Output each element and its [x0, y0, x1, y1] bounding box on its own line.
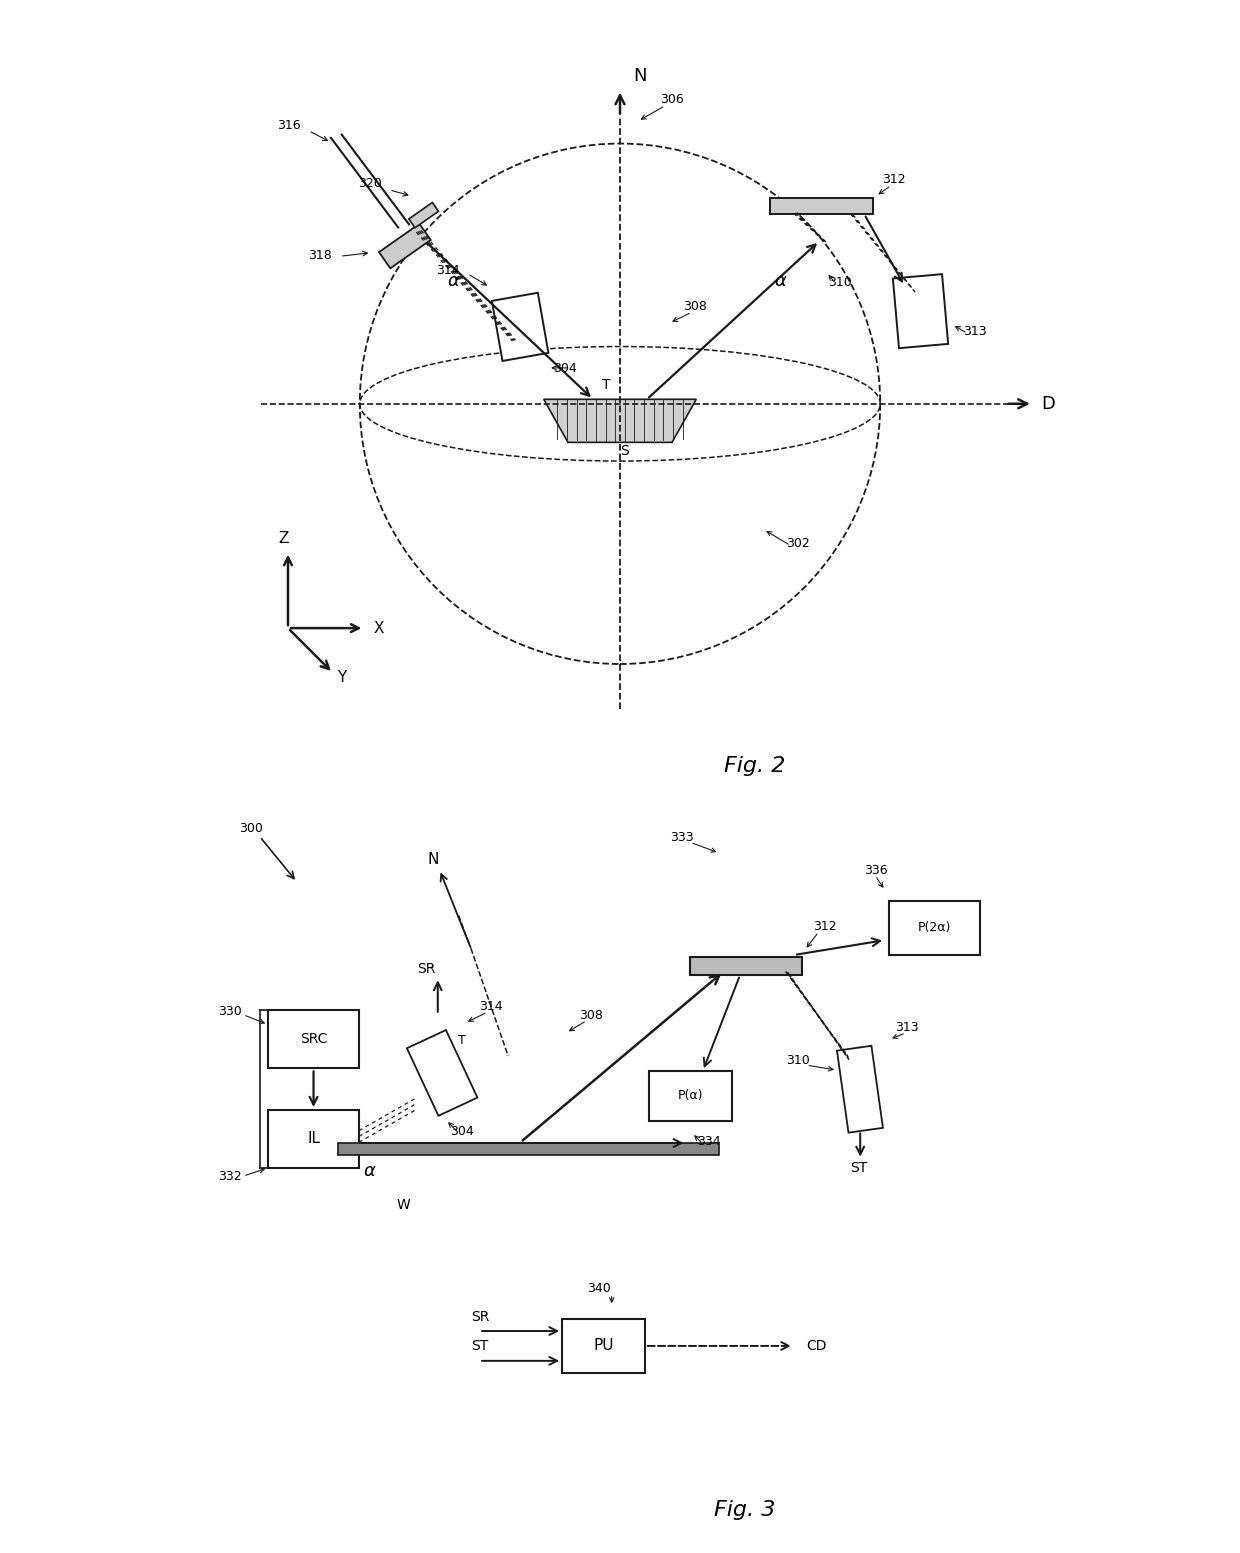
Text: 306: 306: [661, 93, 684, 106]
Text: Fig. 3: Fig. 3: [713, 1500, 775, 1520]
Text: W: W: [397, 1199, 410, 1213]
Bar: [837, 1045, 883, 1132]
Text: 304: 304: [450, 1124, 474, 1138]
Text: 336: 336: [864, 863, 888, 877]
Bar: [649, 1072, 732, 1121]
Text: 316: 316: [277, 120, 301, 132]
Polygon shape: [339, 1143, 719, 1154]
Text: ST: ST: [471, 1339, 489, 1353]
Text: IL: IL: [308, 1132, 320, 1146]
Text: Z: Z: [278, 531, 289, 545]
Text: α: α: [363, 1162, 376, 1180]
Bar: [889, 901, 981, 955]
Bar: [268, 1011, 360, 1068]
Text: 314: 314: [436, 264, 460, 276]
Text: X: X: [373, 621, 383, 635]
Text: SRC: SRC: [300, 1033, 327, 1047]
Text: α: α: [448, 272, 460, 290]
Text: Fig. 2: Fig. 2: [724, 756, 785, 775]
Text: 310: 310: [828, 276, 852, 289]
Bar: [770, 197, 873, 214]
Text: 312: 312: [813, 919, 837, 933]
Text: S: S: [620, 444, 629, 458]
Bar: [407, 1030, 477, 1115]
Text: SR: SR: [417, 963, 435, 977]
Text: 308: 308: [579, 1009, 603, 1022]
Text: 304: 304: [553, 362, 577, 376]
Bar: [268, 1110, 360, 1168]
Text: N: N: [634, 67, 647, 85]
Text: 320: 320: [358, 177, 382, 189]
Text: P(α): P(α): [677, 1089, 703, 1103]
Bar: [379, 224, 430, 269]
Polygon shape: [543, 399, 697, 443]
Text: 308: 308: [683, 300, 707, 312]
Text: ST: ST: [851, 1162, 868, 1176]
Text: N: N: [428, 853, 439, 867]
Text: α: α: [775, 272, 786, 290]
Text: 314: 314: [479, 1000, 502, 1014]
Text: 313: 313: [895, 1022, 919, 1034]
Bar: [893, 275, 949, 348]
Text: CD: CD: [806, 1339, 827, 1353]
Text: 300: 300: [239, 823, 263, 836]
Text: 313: 313: [963, 325, 987, 339]
Text: P(2α): P(2α): [918, 921, 951, 935]
Bar: [562, 1318, 645, 1373]
Text: 333: 333: [670, 831, 693, 843]
Text: D: D: [1042, 394, 1055, 413]
Text: PU: PU: [593, 1339, 614, 1353]
Text: 302: 302: [786, 537, 810, 550]
Text: 318: 318: [309, 248, 332, 262]
Text: T: T: [459, 1034, 466, 1047]
Text: 340: 340: [587, 1283, 610, 1295]
Text: T: T: [603, 377, 611, 391]
Text: 332: 332: [218, 1171, 242, 1183]
Text: 330: 330: [218, 1005, 242, 1017]
Bar: [691, 957, 802, 975]
Bar: [492, 294, 548, 360]
Text: 334: 334: [697, 1135, 720, 1149]
Text: 312: 312: [882, 172, 905, 186]
Text: SR: SR: [471, 1311, 490, 1325]
Bar: [409, 202, 439, 228]
Text: Y: Y: [337, 669, 347, 685]
Text: 310: 310: [786, 1054, 810, 1067]
